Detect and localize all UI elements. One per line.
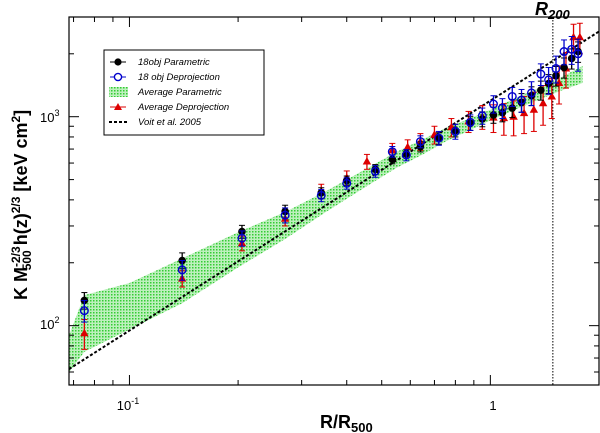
- legend-item-deproj: 18 obj Deprojection: [110, 72, 220, 83]
- point-deproj: [497, 103, 507, 113]
- point-avg-deproj: [529, 105, 539, 113]
- legend-label-band: Average Parametric: [137, 87, 222, 98]
- point-deproj: [477, 111, 487, 121]
- point-deproj: [573, 49, 583, 59]
- point-deproj: [507, 91, 517, 101]
- y-tick-label-0: 102: [40, 315, 59, 332]
- point-deproj: [488, 99, 498, 109]
- x-tick-label-0: 10-1: [117, 396, 139, 413]
- point-deproj: [517, 95, 527, 105]
- legend-label-voit: Voit et al. 2005: [138, 117, 202, 128]
- legend-marker-deproj: [113, 72, 123, 82]
- point-deproj: [177, 265, 187, 275]
- point-deproj: [567, 44, 577, 54]
- point-deproj: [342, 178, 352, 188]
- point-avg-deproj: [575, 32, 585, 41]
- point-deproj: [387, 147, 397, 157]
- points-layer: [79, 22, 585, 350]
- plot-frame: [68, 16, 600, 386]
- point-deproj: [551, 64, 561, 74]
- legend-item-param: 18obj Parametric: [110, 57, 210, 68]
- point-avg-deproj: [499, 113, 509, 122]
- point-deproj: [465, 117, 475, 127]
- legend-item-avg-deproj: Average Deprojection: [110, 102, 229, 113]
- point-deproj: [450, 126, 460, 136]
- legend: 18obj Parametric 18 obj Deprojection Ave…: [103, 49, 265, 136]
- legend-marker-param: [114, 58, 122, 66]
- y-axis-title: K M-2/3500 h(z)2/3 [keV cm2]: [9, 110, 34, 300]
- legend-label-param: 18obj Parametric: [138, 57, 210, 68]
- point-avg-deproj: [403, 142, 412, 151]
- point-avg-deproj: [362, 157, 372, 165]
- x-tick-label-1: 1: [489, 398, 496, 413]
- point-deproj: [401, 150, 411, 160]
- r200-label: R200: [535, 0, 570, 22]
- legend-item-band: Average Parametric: [109, 87, 222, 98]
- point-deproj: [280, 210, 290, 220]
- series-deproj: [79, 35, 583, 323]
- ticks-layer: [69, 16, 600, 385]
- point-deproj: [544, 75, 554, 85]
- y-tick-label-1: 103: [40, 108, 59, 125]
- point-deproj: [434, 133, 444, 143]
- legend-box: [103, 49, 265, 136]
- legend-item-voit: Voit et al. 2005: [109, 117, 202, 128]
- point-param: [560, 63, 568, 72]
- point-deproj: [415, 137, 425, 147]
- legend-label-deproj: 18 obj Deprojection: [138, 72, 220, 83]
- point-param: [537, 86, 545, 94]
- point-deproj: [370, 166, 380, 176]
- point-avg-deproj: [554, 78, 564, 86]
- legend-marker-band: [109, 87, 128, 97]
- point-avg-deproj: [509, 112, 518, 120]
- x-axis-title: R/R500: [320, 412, 373, 433]
- point-avg-deproj: [547, 91, 557, 100]
- point-deproj: [237, 233, 247, 243]
- point-deproj: [526, 88, 536, 98]
- legend-marker-avg-deproj: [114, 103, 122, 110]
- point-avg-deproj: [538, 98, 548, 107]
- point-deproj: [79, 306, 89, 316]
- point-deproj: [536, 69, 546, 79]
- point-avg-deproj: [80, 328, 89, 337]
- point-deproj: [316, 190, 326, 200]
- legend-label-avg-deproj: Average Deprojection: [137, 102, 229, 113]
